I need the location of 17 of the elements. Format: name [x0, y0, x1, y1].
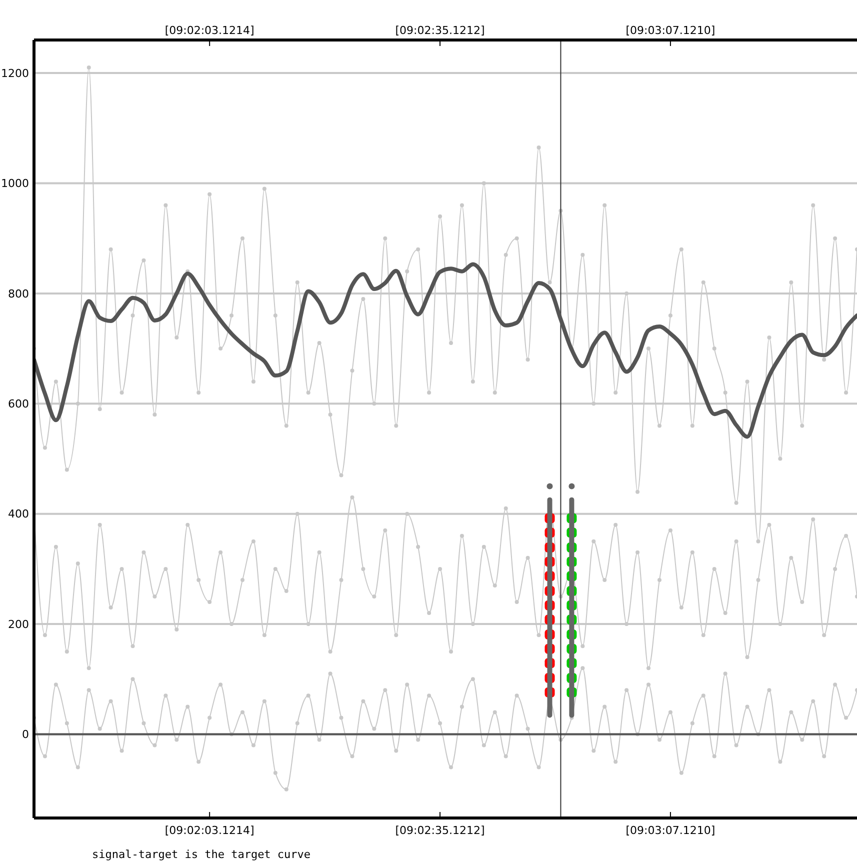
category-label: [09:02:03.1214] — [164, 824, 254, 837]
point — [568, 483, 575, 490]
y-tick-label: 600 — [8, 398, 29, 411]
y-tick-label: 0 — [22, 728, 29, 742]
y-tick-label: 1000 — [1, 177, 29, 190]
x-tick-label: [09:03:07.1210] — [626, 24, 716, 37]
y-tick-label: 200 — [8, 618, 29, 631]
y-tick-label: 1200 — [1, 66, 29, 80]
category-label: [09:03:07.1210] — [626, 824, 716, 837]
category-label: [09:02:35.1212] — [395, 824, 485, 837]
text: signal-target is the target curve — [92, 848, 311, 861]
line-series — [34, 262, 857, 439]
y-tick-label: 400 — [8, 508, 29, 521]
point — [546, 483, 553, 490]
x-tick-label: [09:02:35.1212] — [395, 24, 485, 37]
x-tick-label: [09:02:03.1214] — [164, 24, 254, 37]
y-tick-label: 800 — [8, 287, 29, 300]
